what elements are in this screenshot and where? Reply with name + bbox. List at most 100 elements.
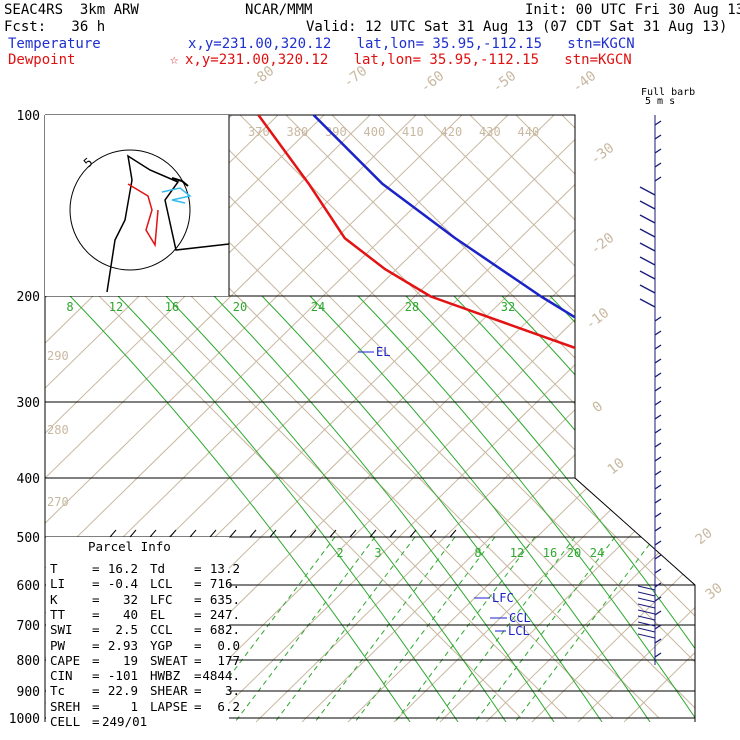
- pressure-tick-label: 700: [17, 619, 40, 634]
- theta-label: 420: [441, 125, 463, 139]
- mixing-ratio-label: 8: [66, 300, 73, 314]
- parcel-cell: =: [92, 591, 100, 607]
- wind-barb: [654, 582, 662, 588]
- isobar-hatch: [309, 529, 317, 538]
- isotherm-line: [423, 115, 695, 719]
- parcel-cell: -0.4: [107, 576, 138, 592]
- mixing-ratio-label: 28: [405, 300, 419, 314]
- isobar-hatch: [289, 529, 297, 538]
- parcel-cell: SWEAT: [150, 652, 188, 668]
- parcel-cell: LCL: [150, 576, 173, 592]
- wind-barb: [639, 214, 656, 224]
- parcel-cell: =: [194, 668, 202, 684]
- wind-barb: [654, 456, 662, 462]
- theta-label: 370: [248, 125, 270, 139]
- wind-barb: [654, 470, 662, 476]
- parcel-cell: 22.9: [107, 683, 138, 699]
- dewpoint-marker-icon: ☆: [170, 52, 179, 68]
- moist-adiabat-line: [261, 295, 603, 722]
- wind-barb: [654, 610, 662, 616]
- wind-barb: [639, 270, 656, 280]
- parcel-cell: =: [92, 576, 100, 592]
- parcel-cell: 13.2: [209, 561, 240, 576]
- isotherm-label: -40: [570, 68, 600, 96]
- parcel-cell: CAPE: [50, 652, 81, 668]
- parcel-title: Parcel Info: [88, 539, 171, 554]
- mixing-ratio-label: 12: [109, 300, 123, 314]
- annotation-label: CCL: [509, 611, 531, 625]
- pressure-tick-label: 500: [17, 531, 40, 546]
- annotation-label: EL: [376, 345, 390, 359]
- parcel-cell: =: [92, 668, 100, 684]
- wind-barb: [654, 568, 662, 574]
- parcel-cell: =: [92, 652, 100, 668]
- mixing-ratio-label: 3: [374, 546, 381, 560]
- pressure-tick-label: 100: [17, 109, 40, 124]
- hodograph-trace-red: [127, 183, 159, 248]
- mixing-ratio-label: 8: [474, 546, 481, 560]
- parcel-cell: 4844.: [202, 668, 240, 684]
- pressure-tick-label: 1000: [9, 712, 40, 727]
- dry-adiabat-line: [577, 115, 695, 722]
- parcel-cell: =: [194, 683, 202, 699]
- isobar-hatch: [209, 529, 217, 538]
- theta-label: 390: [325, 125, 347, 139]
- parcel-cell: T: [50, 561, 58, 576]
- parcel-cell: =: [92, 561, 100, 576]
- wind-barb: [654, 652, 662, 658]
- isobar-hatch: [269, 529, 277, 538]
- dry-adiabat-line: [45, 115, 371, 722]
- dewpoint-legend: Dewpoint: [8, 52, 76, 68]
- mixing-ratio-label: 16: [165, 300, 179, 314]
- parcel-cell: 2.5: [115, 622, 138, 638]
- hodograph-ring: [69, 149, 191, 271]
- mixing-ratio-label: 20: [233, 300, 247, 314]
- parcel-cell: =: [194, 698, 202, 714]
- model-title: SEAC4RS 3km ARW: [4, 2, 139, 18]
- isobar-hatch: [229, 529, 237, 538]
- hodograph-trace-black: [106, 154, 229, 293]
- parcel-cell: SHEAR: [150, 683, 188, 699]
- parcel-cell: LI: [50, 576, 66, 592]
- wind-barb: [639, 186, 656, 196]
- parcel-cell: Tc: [50, 683, 66, 699]
- parcel-cell: 19: [122, 652, 138, 668]
- isobar-hatch: [149, 529, 157, 538]
- isobar-hatch: [449, 529, 457, 538]
- isobar-hatch: [189, 529, 197, 538]
- wind-barb: [654, 442, 662, 448]
- dry-adiabat-line: [209, 115, 695, 722]
- wind-barb: [637, 621, 656, 627]
- parcel-cell: 635.: [209, 591, 240, 607]
- wind-barb: [654, 134, 662, 140]
- wind-barb: [654, 330, 662, 336]
- parcel-cell: LAPSE: [150, 698, 188, 714]
- moist-adiabat-line: [117, 295, 459, 722]
- parcel-cell: =: [92, 714, 100, 729]
- mixing-ratio-label: 32: [501, 300, 515, 314]
- parcel-cell: =: [194, 606, 202, 622]
- wind-barb: [654, 512, 662, 518]
- parcel-cell: Td: [150, 561, 166, 576]
- temperature-legend: Temperature: [8, 36, 101, 52]
- parcel-cell: YGP: [150, 637, 173, 653]
- dry-adiabat-line: [45, 115, 555, 722]
- mixing-ratio-label: 2: [336, 546, 343, 560]
- moist-adiabat-line: [69, 295, 411, 722]
- parcel-cell: 716.: [209, 576, 240, 592]
- parcel-cell: 249/01: [102, 714, 148, 729]
- parcel-cell: 40: [122, 606, 138, 622]
- parcel-cell: 2.93: [107, 637, 138, 653]
- pressure-tick-label: 300: [17, 396, 40, 411]
- wind-barb: [654, 414, 662, 420]
- wind-barb: [654, 400, 662, 406]
- theta-label: 290: [47, 349, 69, 363]
- hodograph-arrow: [171, 177, 189, 187]
- wind-barb: [654, 596, 662, 602]
- wind-barb: [637, 585, 656, 591]
- isotherm-label: -70: [341, 63, 371, 91]
- source-label: NCAR/MMM: [245, 2, 313, 18]
- wind-barb: [654, 540, 662, 546]
- moist-adiabat-line: [357, 295, 695, 722]
